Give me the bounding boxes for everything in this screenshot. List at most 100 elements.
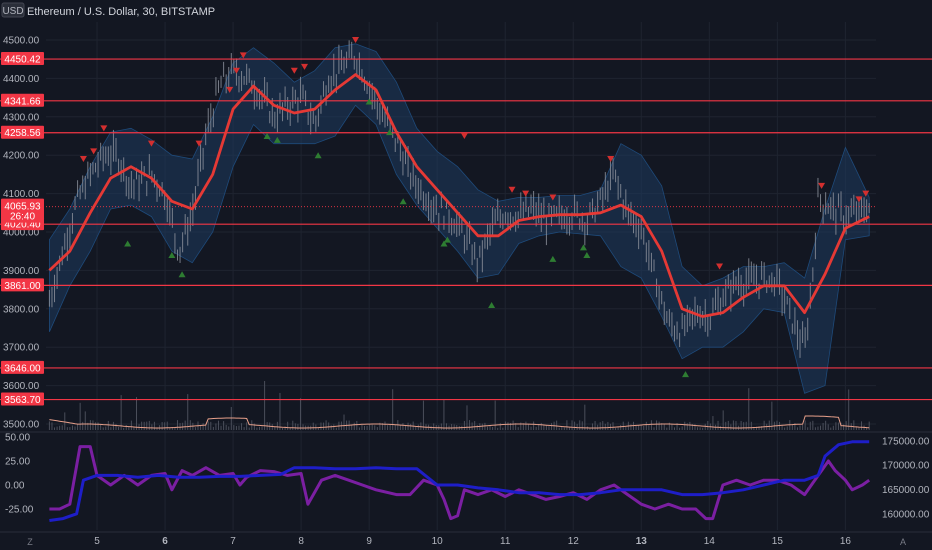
sell-signal-triangle xyxy=(226,86,234,93)
sell-signal-triangle xyxy=(607,156,615,163)
price-tick-label: 4100.00 xyxy=(3,189,40,200)
purple-series-line xyxy=(49,445,871,521)
buy-signal-triangle xyxy=(583,252,591,259)
sell-signal-triangle xyxy=(195,140,203,147)
sell-signal-triangle xyxy=(716,263,724,270)
time-tick-label: 8 xyxy=(298,536,304,547)
time-tick-label: 14 xyxy=(704,536,716,547)
sell-signal-triangle xyxy=(862,190,870,197)
buy-signal-triangle xyxy=(273,136,281,143)
time-tick-label: 6 xyxy=(162,536,168,547)
price-tick-label: 4400.00 xyxy=(3,74,40,85)
price-tick-label: 4200.00 xyxy=(3,151,40,162)
buy-signal-triangle xyxy=(263,133,271,139)
buy-signal-triangle xyxy=(488,301,496,308)
level-label: 4258.56 xyxy=(4,128,41,139)
current-price-box xyxy=(1,198,44,223)
ema-path xyxy=(48,73,870,318)
price-axis[interactable]: 4500.00 4400.00 4300.00 4200.00 4100.00 4000.… xyxy=(3,36,40,431)
oscillator-right-tick-label: 175000.00 xyxy=(882,436,930,447)
time-tick-label: 15 xyxy=(772,536,784,547)
volume-ma-line xyxy=(49,415,870,429)
corner-label-left[interactable]: Z xyxy=(27,537,33,547)
time-tick-label: 10 xyxy=(432,536,444,547)
sell-signal-triangle xyxy=(508,186,516,193)
level-label: 4341.66 xyxy=(4,96,41,107)
sell-signal-triangle xyxy=(290,67,298,74)
ema-line xyxy=(46,73,876,318)
time-tick-label: 13 xyxy=(636,536,648,547)
level-label: 4020.40 xyxy=(4,220,41,231)
level-label-box xyxy=(1,360,44,374)
oscillator-left-tick-label: 0.00 xyxy=(5,481,25,492)
time-tick-label: 9 xyxy=(366,536,372,547)
oscillator-left-tick-label: -25.00 xyxy=(5,505,34,516)
sell-signal-triangle xyxy=(549,194,557,201)
price-tick-label: 3800.00 xyxy=(3,304,40,315)
buy-signal-triangle xyxy=(124,240,132,247)
volume-bars xyxy=(48,381,870,430)
time-tick-label: 11 xyxy=(500,536,511,547)
sell-signal-triangle xyxy=(79,156,87,163)
sell-signal-triangle xyxy=(239,52,247,59)
blue-series-line xyxy=(49,440,870,522)
buy-signal-triangle xyxy=(549,255,557,262)
price-tick-label: 4300.00 xyxy=(3,112,40,123)
price-tick-label: 3700.00 xyxy=(3,343,40,354)
oscillator-left-tick-label: 50.00 xyxy=(5,433,30,444)
sell-signal-triangle xyxy=(232,67,240,74)
price-tick-label: 4500.00 xyxy=(3,36,40,47)
level-label-box xyxy=(1,125,44,139)
time-tick-label: 5 xyxy=(94,536,100,547)
level-label-box xyxy=(1,278,44,292)
sell-signal-triangle xyxy=(460,133,468,139)
price-candles xyxy=(48,40,870,358)
buy-signal-triangle xyxy=(399,198,407,205)
oscillator-right-axis[interactable]: 175000.00 170000.00 165000.00 160000.00 xyxy=(882,436,930,520)
corner-label-right[interactable]: A xyxy=(900,537,906,547)
current-price-value: 4065.93 xyxy=(4,202,41,213)
oscillator-right-tick-label: 170000.00 xyxy=(882,461,930,472)
buy-signal-triangle xyxy=(440,240,448,247)
price-tick-label: 3900.00 xyxy=(3,266,40,277)
level-label: 4450.42 xyxy=(4,55,41,66)
sell-signal-triangle xyxy=(147,140,155,147)
sell-signal-triangle xyxy=(301,63,309,70)
oscillator-right-tick-label: 165000.00 xyxy=(882,485,930,496)
sell-signal-triangle xyxy=(352,37,360,43)
level-label-box xyxy=(1,93,44,107)
buy-signal-triangle xyxy=(168,252,176,259)
sell-signal-triangle xyxy=(522,190,530,197)
level-label: 3563.70 xyxy=(4,395,41,406)
sell-signal-triangle xyxy=(90,148,98,155)
buy-signal-triangle xyxy=(682,371,690,378)
time-tick-label: 7 xyxy=(230,536,236,547)
chart-title: Ethereum / U.S. Dollar, 30, BITSTAMP xyxy=(27,6,215,18)
oscillator-left-axis[interactable]: 50.00 25.00 0.00 -25.00 xyxy=(5,433,34,516)
time-tick-label: 12 xyxy=(568,536,580,547)
price-tick-label: 3500.00 xyxy=(3,420,40,431)
sell-signal-triangle xyxy=(855,196,863,203)
price-tick-label: 3600.00 xyxy=(3,381,40,392)
buy-signal-triangle xyxy=(178,271,186,278)
buy-signal-triangle xyxy=(579,244,587,251)
currency-badge-label: USD xyxy=(2,6,23,17)
level-label-box xyxy=(1,52,44,66)
time-axis[interactable]: 5 6 7 8 9 10 11 12 13 14 15 16 xyxy=(94,536,851,547)
oscillator-left-tick-label: 25.00 xyxy=(5,457,30,468)
buy-signal-triangle xyxy=(314,152,322,159)
sell-signal-triangle xyxy=(100,125,108,132)
signal-markers xyxy=(79,37,870,378)
buy-signal-triangle xyxy=(386,129,394,136)
current-price-countdown: 26:40 xyxy=(10,212,35,223)
level-label: 3646.00 xyxy=(4,363,41,374)
buy-signal-triangle xyxy=(365,98,373,105)
level-label: 3861.00 xyxy=(4,281,41,292)
buy-signal-triangle xyxy=(443,236,451,243)
price-tick-label: 4000.00 xyxy=(3,228,40,239)
sell-signal-triangle xyxy=(818,182,826,189)
oscillator-panel xyxy=(49,440,871,522)
currency-badge[interactable] xyxy=(1,2,25,18)
